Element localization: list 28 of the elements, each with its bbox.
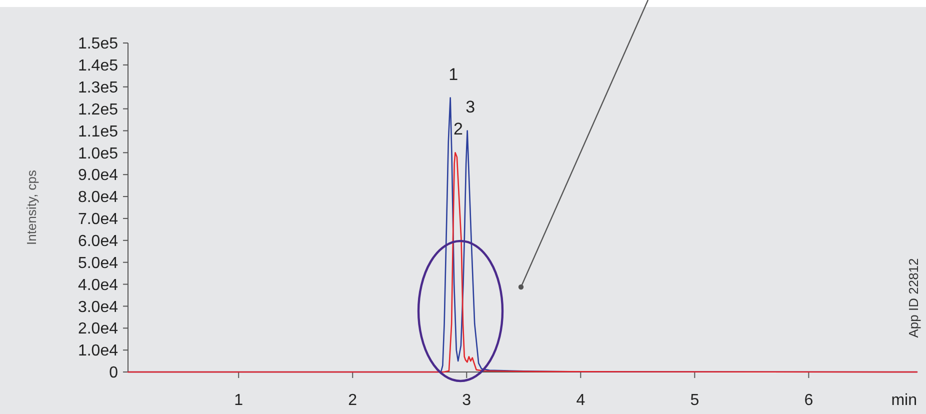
y-tick-label: 1.3e5 [78, 79, 118, 96]
y-tick-label: 5.0e4 [78, 254, 118, 272]
x-axis-title: min [891, 392, 917, 409]
x-tick-label: 3 [462, 392, 472, 409]
annotation: 3 [466, 98, 476, 117]
y-tick-label: 8.0e4 [78, 189, 118, 206]
y-tick-label: 1.0e4 [78, 342, 118, 360]
y-tick-label: 1.0e5 [78, 145, 118, 162]
y-tick-label: 1.4e5 [78, 58, 118, 75]
y-tick-label: 2.0e4 [78, 320, 118, 338]
x-tick-label: 5 [690, 392, 700, 409]
annotation: 1 [448, 64, 458, 84]
y-tick-label: 4.0e4 [78, 276, 118, 294]
x-tick-label: 1 [234, 392, 244, 409]
x-tick-label: 2 [348, 392, 358, 409]
x-tick-label: 4 [576, 392, 586, 409]
annotation: App ID 22812 [906, 258, 921, 338]
y-tick-label: 1.5e5 [78, 36, 118, 53]
y-tick-label: 0 [109, 364, 118, 382]
y-tick-label: 6.0e4 [78, 233, 118, 250]
x-tick-label: 6 [804, 392, 814, 409]
annotation: 2 [453, 120, 463, 139]
y-tick-label: 1.1e5 [78, 123, 118, 140]
y-tick-label: 7.0e4 [78, 211, 118, 228]
y-tick-label: 3.0e4 [78, 298, 118, 316]
y-axis-title: Intensity, cps [24, 170, 39, 245]
y-tick-label: 1.2e5 [78, 101, 118, 118]
y-tick-label: 9.0e4 [78, 167, 118, 184]
